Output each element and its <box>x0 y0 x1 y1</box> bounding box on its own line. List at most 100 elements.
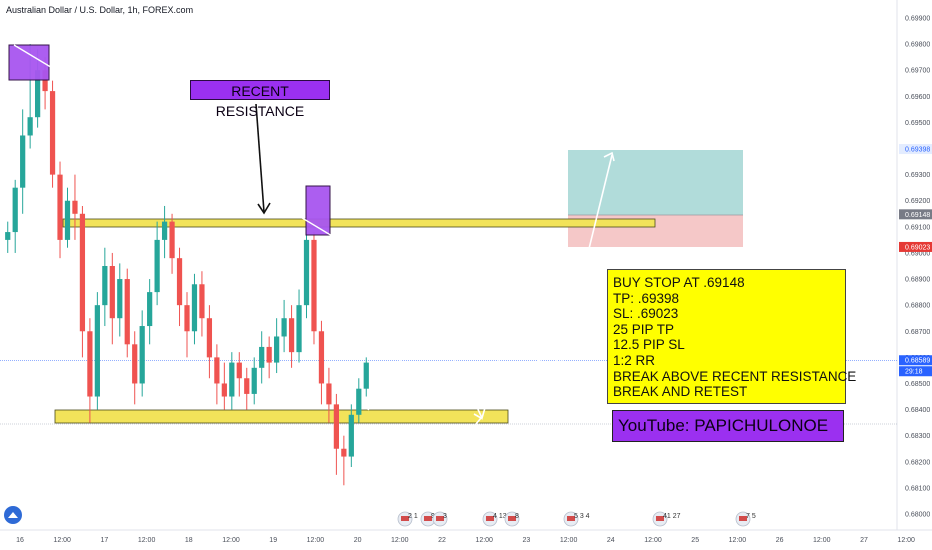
price-tick-label: 0.69500 <box>905 120 930 127</box>
info-line: BUY STOP AT .69148 <box>613 275 745 290</box>
price-tick-label: 0.68400 <box>905 407 930 414</box>
candle-body[interactable] <box>318 331 325 384</box>
youtube-label[interactable]: YouTube: PAPICHULONOE <box>612 410 844 442</box>
candle-body[interactable] <box>57 174 63 240</box>
candle-body[interactable] <box>94 305 100 397</box>
tradingview-logo-icon[interactable] <box>4 506 22 524</box>
time-tick-label: 24 <box>607 537 615 544</box>
candle-body[interactable] <box>281 318 287 337</box>
price-tick-label: 0.69200 <box>905 198 930 205</box>
take-profit-zone[interactable] <box>568 150 743 215</box>
candle-body[interactable] <box>117 279 123 319</box>
candle-body[interactable] <box>79 213 86 332</box>
candle-body[interactable] <box>236 362 242 379</box>
time-tick-label: 12:00 <box>644 537 662 544</box>
candle-body[interactable] <box>311 239 317 332</box>
candle-body[interactable] <box>341 448 347 457</box>
trade-info-box[interactable]: BUY STOP AT .69148 TP: .69398 SL: .69023… <box>607 269 856 404</box>
candle-body[interactable] <box>12 187 18 233</box>
candle-body[interactable] <box>303 239 310 306</box>
candle-body[interactable] <box>184 305 190 332</box>
candle-body[interactable] <box>161 221 168 240</box>
price-tick-label: 0.68900 <box>905 277 930 284</box>
time-tick-label: 17 <box>101 537 109 544</box>
economic-events[interactable]: 2 1 9 3 4 13 8 5 3 4 41 27 7 5 <box>397 511 756 527</box>
candle-body[interactable] <box>102 266 108 306</box>
projection-arrowhead <box>530 227 541 237</box>
event-count: 5 3 4 <box>574 513 590 520</box>
candle-body[interactable] <box>296 305 302 353</box>
event-count: 41 27 <box>663 513 681 520</box>
candle-body[interactable] <box>124 279 130 345</box>
price-tick-label: 0.68300 <box>905 433 930 440</box>
event-count: 7 5 <box>746 513 756 520</box>
time-tick-label: 20 <box>354 537 362 544</box>
flag-stripe <box>401 516 409 521</box>
candle-body[interactable] <box>64 200 71 240</box>
candle-body[interactable] <box>169 221 175 259</box>
resistance-zone[interactable] <box>62 218 656 228</box>
candle-body[interactable] <box>333 404 340 449</box>
candle-body[interactable] <box>72 200 78 214</box>
event-count: 9 <box>431 513 435 520</box>
candle-body[interactable] <box>214 357 220 384</box>
candle-body[interactable] <box>49 91 56 175</box>
projection-arrowhead <box>603 151 615 162</box>
candle-body[interactable] <box>259 346 265 368</box>
time-tick-label: 23 <box>523 537 531 544</box>
price-tick-label: 0.69300 <box>905 172 930 179</box>
candle-body[interactable] <box>221 383 227 397</box>
time-tick-label: 12:00 <box>897 537 915 544</box>
support-zone[interactable] <box>54 409 509 424</box>
candle-body[interactable] <box>274 336 280 363</box>
trend-line[interactable] <box>13 44 613 405</box>
price-tick-label: 0.69800 <box>905 42 930 49</box>
candle-body[interactable] <box>191 284 198 332</box>
candle-body[interactable] <box>326 383 332 405</box>
price-axis-tags: 0.69398 0.69148 0.69023 0.68589 29:18 <box>899 144 932 377</box>
price-axis-bg <box>897 0 932 530</box>
candle-body[interactable] <box>109 266 115 319</box>
flag-stripe <box>567 516 575 521</box>
candle-body[interactable] <box>266 346 272 363</box>
info-line: SL: .69023 <box>613 306 679 322</box>
recent-resistance-label[interactable]: RECENT RESISTANCE <box>190 80 330 119</box>
flag-stripe <box>424 516 432 521</box>
time-tick-label: 19 <box>269 537 277 544</box>
candle-body[interactable] <box>34 70 41 118</box>
candle-body[interactable] <box>199 284 205 319</box>
candle-body[interactable] <box>176 258 183 306</box>
time-tick-label: 12:00 <box>391 537 409 544</box>
candle-body[interactable] <box>147 292 153 327</box>
flag-stripe <box>486 516 494 521</box>
event-count: 8 <box>515 513 519 520</box>
candle-body[interactable] <box>363 362 369 389</box>
candle-body[interactable] <box>5 232 11 240</box>
candle-body[interactable] <box>356 388 362 415</box>
event-count: 3 <box>443 513 447 520</box>
candle-body[interactable] <box>132 344 138 384</box>
time-tick-label: 16 <box>16 537 24 544</box>
info-line: 1:2 RR <box>613 352 656 368</box>
candle-body[interactable] <box>251 367 257 394</box>
projection-path[interactable] <box>367 154 613 421</box>
flag-stripe <box>436 516 444 521</box>
time-tick-label: 12:00 <box>53 537 71 544</box>
event-count: 4 13 <box>493 513 507 520</box>
price-tick-label: 0.69700 <box>905 68 930 75</box>
candle-body[interactable] <box>139 326 145 384</box>
candle-body[interactable] <box>348 414 354 457</box>
price-tag-label: 0.69023 <box>905 244 930 251</box>
candle-body[interactable] <box>288 318 295 353</box>
candle-body[interactable] <box>20 135 26 188</box>
candle-body[interactable] <box>229 362 235 397</box>
candle-body[interactable] <box>87 331 93 397</box>
candle-body[interactable] <box>27 117 33 136</box>
candle-body[interactable] <box>154 239 160 293</box>
candle-body[interactable] <box>42 70 48 92</box>
candle-body[interactable] <box>206 318 213 358</box>
flag-stripe <box>739 516 747 521</box>
candle-body[interactable] <box>244 378 250 394</box>
price-tag-label: 29:18 <box>905 369 923 376</box>
